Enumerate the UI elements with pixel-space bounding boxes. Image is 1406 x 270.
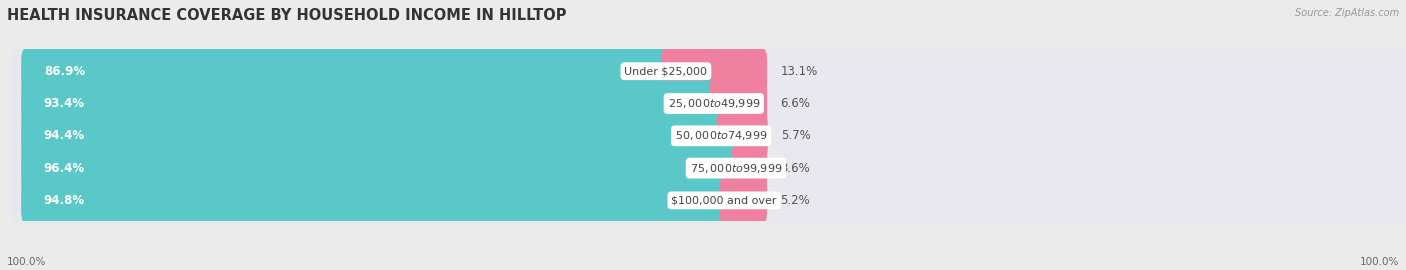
Text: HEALTH INSURANCE COVERAGE BY HOUSEHOLD INCOME IN HILLTOP: HEALTH INSURANCE COVERAGE BY HOUSEHOLD I…	[7, 8, 567, 23]
Text: 3.6%: 3.6%	[780, 162, 810, 175]
Text: Under $25,000: Under $25,000	[624, 66, 707, 76]
Text: 100.0%: 100.0%	[1360, 257, 1399, 267]
Text: $75,000 to $99,999: $75,000 to $99,999	[689, 162, 782, 175]
Text: $100,000 and over: $100,000 and over	[671, 195, 778, 205]
Text: 5.2%: 5.2%	[780, 194, 810, 207]
Text: 93.4%: 93.4%	[44, 97, 84, 110]
FancyBboxPatch shape	[709, 80, 768, 126]
Text: 5.7%: 5.7%	[780, 129, 811, 142]
FancyBboxPatch shape	[21, 113, 725, 159]
FancyBboxPatch shape	[21, 48, 671, 94]
FancyBboxPatch shape	[717, 113, 768, 159]
Text: 94.4%: 94.4%	[44, 129, 84, 142]
FancyBboxPatch shape	[10, 82, 1406, 125]
Text: 96.4%: 96.4%	[44, 162, 84, 175]
FancyBboxPatch shape	[21, 80, 718, 126]
Text: 86.9%: 86.9%	[44, 65, 84, 78]
Text: 94.8%: 94.8%	[44, 194, 84, 207]
Text: Source: ZipAtlas.com: Source: ZipAtlas.com	[1295, 8, 1399, 18]
FancyBboxPatch shape	[720, 177, 768, 223]
Text: $25,000 to $49,999: $25,000 to $49,999	[668, 97, 761, 110]
Text: $50,000 to $74,999: $50,000 to $74,999	[675, 129, 768, 142]
Text: 13.1%: 13.1%	[780, 65, 817, 78]
FancyBboxPatch shape	[21, 177, 728, 223]
FancyBboxPatch shape	[661, 48, 768, 94]
FancyBboxPatch shape	[10, 146, 1406, 190]
Text: 6.6%: 6.6%	[780, 97, 810, 110]
FancyBboxPatch shape	[10, 179, 1406, 222]
FancyBboxPatch shape	[731, 145, 768, 191]
FancyBboxPatch shape	[21, 145, 741, 191]
Text: 100.0%: 100.0%	[7, 257, 46, 267]
FancyBboxPatch shape	[10, 50, 1406, 93]
FancyBboxPatch shape	[10, 114, 1406, 157]
